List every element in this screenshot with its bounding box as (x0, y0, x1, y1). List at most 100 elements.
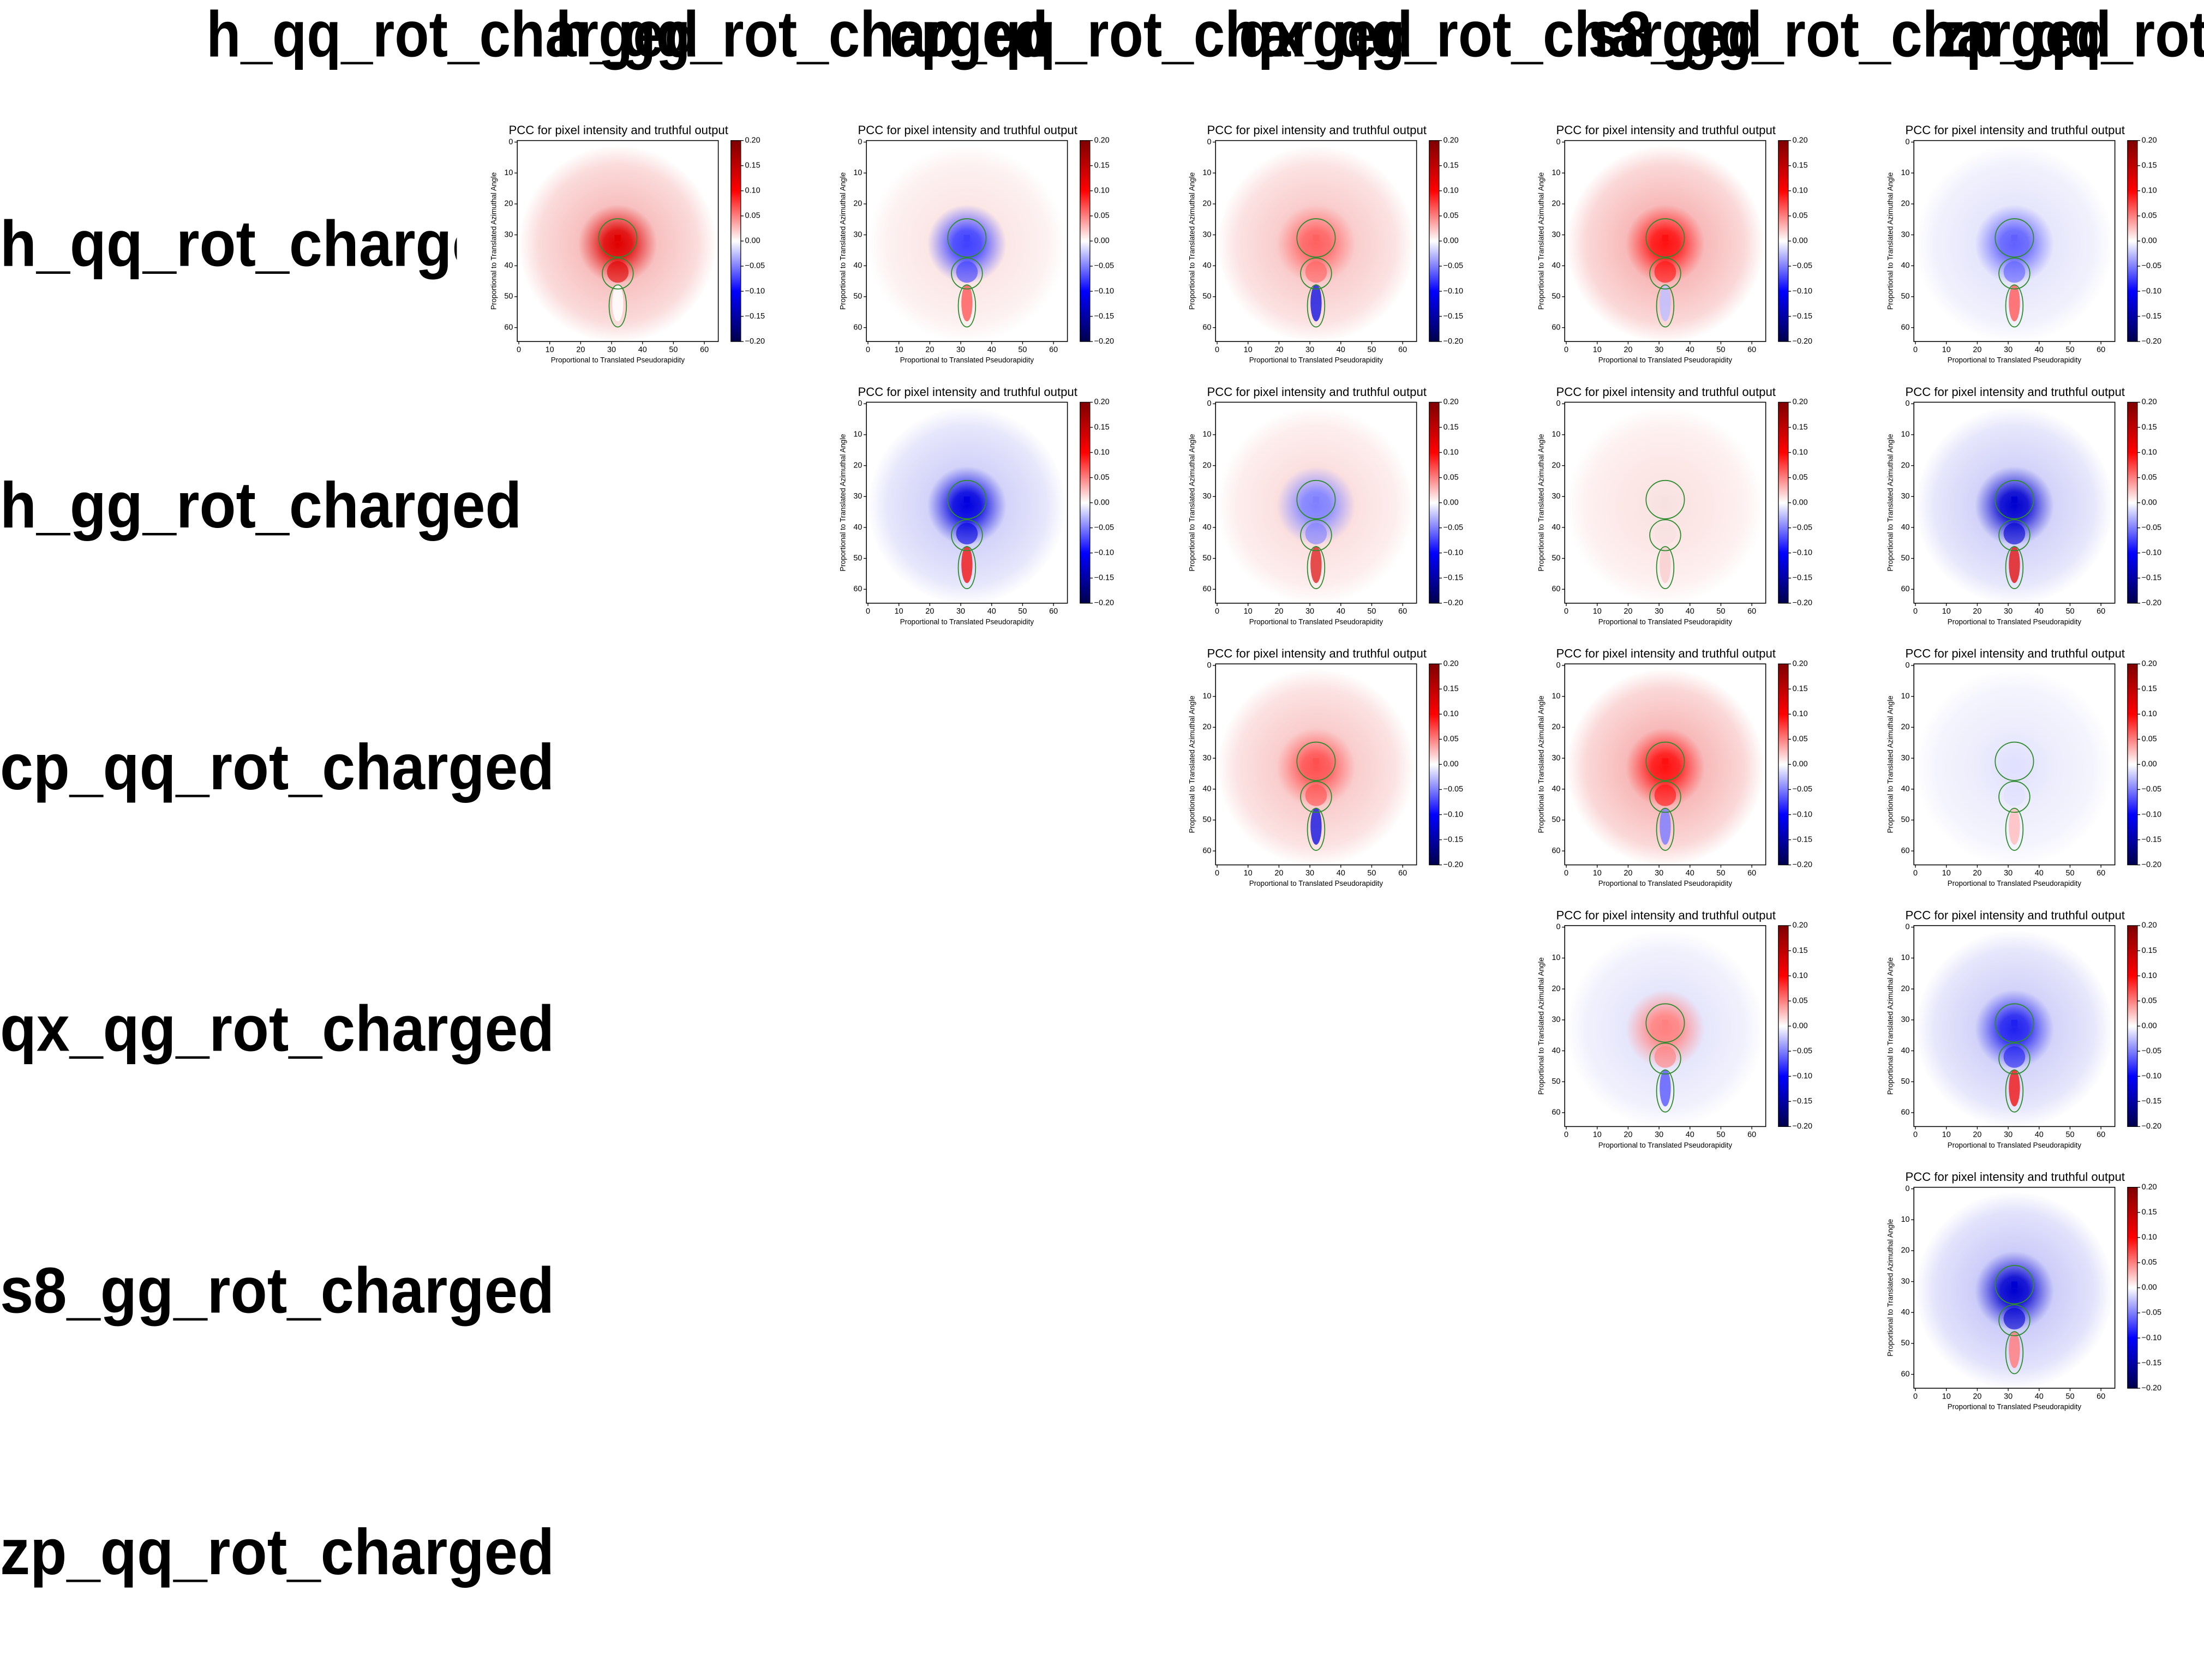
colorbar (2127, 140, 2138, 342)
colorbar-tick-label: −0.10 (2142, 810, 2161, 819)
colorbar-tick-label: 0.00 (1793, 1022, 1808, 1030)
x-tick-label: 30 (2004, 869, 2013, 878)
colorbar-tick-label: −0.05 (2142, 1309, 2161, 1317)
x-axis-label: Proportional to Translated Pseudorapidit… (1249, 618, 1384, 626)
y-tick-label: 40 (1552, 1046, 1560, 1055)
panel-title: PCC for pixel intensity and truthful out… (1905, 123, 2124, 137)
heatmap-tail (1310, 807, 1322, 845)
y-tick-label: 40 (1901, 523, 1909, 532)
colorbar-tick-label: −0.15 (1444, 835, 1463, 844)
jet-circle (1296, 741, 1336, 781)
y-axis-label: Proportional to Translated Azimuthal Ang… (1886, 434, 1895, 572)
colorbar-tick-label: 0.20 (1444, 398, 1459, 406)
x-tick-label: 20 (1973, 1392, 1981, 1401)
jet-ellipse (2005, 1331, 2024, 1375)
y-tick-label: 10 (1901, 1215, 1909, 1224)
x-tick-label: 0 (517, 345, 521, 354)
y-tick-label: 0 (1905, 399, 1909, 408)
y-axis-label: Proportional to Translated Azimuthal Ang… (1537, 172, 1546, 310)
y-axis-label: Proportional to Translated Azimuthal Ang… (1886, 695, 1895, 833)
column-header: cp_qq_rot_charged (890, 0, 1413, 70)
colorbar (2127, 925, 2138, 1127)
y-tick-label: 40 (504, 261, 513, 270)
heatmap (1565, 664, 1766, 865)
x-tick-label: 40 (2035, 1131, 2044, 1139)
y-tick-label: 10 (1202, 430, 1211, 439)
column-header: h_qq_rot_charged (206, 0, 699, 70)
jet-circle (602, 257, 634, 290)
x-tick-label: 30 (607, 345, 616, 354)
colorbar-tick-label: −0.15 (1444, 312, 1463, 321)
x-tick-label: 60 (1747, 345, 1756, 354)
colorbar-tick-label: 0.00 (1094, 498, 1110, 507)
colorbar-tick-label: −0.10 (2142, 287, 2161, 296)
jet-ellipse (1656, 284, 1675, 328)
colorbar-tick-label: 0.15 (2142, 685, 2157, 693)
y-tick-label: 20 (1552, 723, 1560, 731)
heatmap (1914, 1187, 2115, 1389)
x-tick-label: 30 (1655, 1131, 1663, 1139)
y-tick-label: 60 (1901, 1108, 1909, 1117)
jet-circle (1645, 741, 1685, 781)
colorbar-tick-label: 0.20 (2142, 398, 2157, 406)
colorbar-tick-label: 0.15 (1444, 423, 1459, 431)
y-tick-label: 10 (1901, 169, 1909, 177)
heatmap (1215, 140, 1417, 342)
heatmap (1565, 925, 1766, 1127)
colorbar-tick-label: −0.10 (1793, 549, 1812, 557)
colorbar-tick-label: 0.15 (2142, 946, 2157, 955)
heatmap-center (2011, 1019, 2018, 1027)
panel-title: PCC for pixel intensity and truthful out… (858, 385, 1077, 399)
x-tick-label: 40 (2035, 607, 2044, 616)
colorbar-tick-label: −0.05 (2142, 785, 2161, 794)
heatmap-core (2003, 1307, 2026, 1330)
x-tick-label: 10 (1593, 345, 1602, 354)
column-header: h_gg_rot_charged (556, 0, 1049, 70)
colorbar-tick-label: 0.05 (1793, 212, 1808, 220)
x-tick-label: 50 (2065, 869, 2074, 878)
panel-title: PCC for pixel intensity and truthful out… (1556, 123, 1775, 137)
y-tick-label: 50 (1552, 815, 1560, 824)
x-axis-label: Proportional to Translated Pseudorapidit… (1948, 879, 2082, 887)
heatmap-center (1662, 1019, 1669, 1027)
jet-ellipse (1656, 1069, 1675, 1113)
y-tick-label: 60 (1552, 847, 1560, 855)
y-tick-label: 30 (504, 230, 513, 239)
y-tick-label: 30 (1202, 230, 1211, 239)
colorbar-tick-label: 0.05 (2142, 212, 2157, 220)
y-tick-label: 30 (1901, 1277, 1909, 1286)
panel-title: PCC for pixel intensity and truthful out… (1905, 385, 2124, 399)
colorbar-tick-label: 0.20 (1793, 398, 1808, 406)
jet-circle (1649, 519, 1681, 551)
y-tick-label: 0 (1207, 137, 1211, 146)
colorbar-tick-label: 0.10 (1444, 710, 1459, 718)
heatmap-blob (1566, 406, 1764, 603)
heatmap-tail (1660, 284, 1671, 322)
colorbar-tick-label: −0.10 (1094, 287, 1114, 296)
y-tick-label: 20 (1901, 1246, 1909, 1255)
heatmap-core (2003, 523, 2026, 545)
jet-circle (1998, 1304, 2031, 1336)
colorbar-tick-label: −0.15 (1094, 574, 1114, 583)
heatmap-tail (2009, 807, 2020, 845)
panel-title: PCC for pixel intensity and truthful out… (1905, 647, 2124, 661)
heatmap-core (1654, 784, 1676, 806)
colorbar-tick-label: 0.10 (2142, 710, 2157, 718)
x-tick-label: 50 (2065, 1392, 2074, 1401)
heatmap-center (2011, 1281, 2018, 1288)
colorbar-tick-label: −0.05 (1793, 262, 1812, 271)
jet-circle (1296, 218, 1336, 258)
jet-ellipse (2005, 546, 2024, 590)
axes-frame (1215, 140, 1417, 342)
y-tick-label: 40 (1901, 261, 1909, 270)
y-tick-label: 0 (1556, 661, 1560, 670)
heatmap-center (1313, 758, 1320, 765)
colorbar-tick-label: 0.15 (1094, 423, 1110, 431)
x-tick-label: 20 (1274, 345, 1283, 354)
colorbar-tick-label: 0.10 (1094, 187, 1110, 195)
y-tick-label: 30 (1901, 230, 1909, 239)
heatmap (517, 140, 718, 342)
heatmap-center (2011, 758, 2018, 765)
heatmap-tail (2009, 1331, 2020, 1369)
colorbar-tick-label: −0.05 (745, 262, 765, 271)
